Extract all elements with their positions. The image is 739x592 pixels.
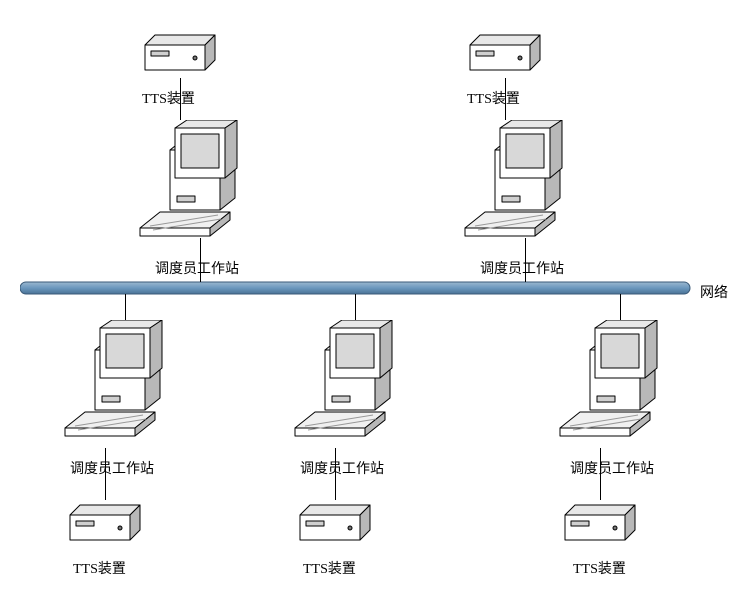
workstation-label: 调度员工作站	[300, 458, 384, 478]
workstation-bot-3	[555, 320, 685, 450]
network-bus	[20, 278, 700, 298]
workstation-label: 调度员工作站	[570, 458, 654, 478]
connector	[125, 294, 126, 320]
tts-device-bot-3	[555, 500, 645, 550]
tts-device-bot-1	[60, 500, 150, 550]
connector	[180, 78, 181, 120]
connector	[200, 238, 201, 282]
tts-device-top-2	[460, 30, 550, 80]
workstation-label: 调度员工作站	[480, 258, 564, 278]
network-label: 网络	[700, 282, 728, 302]
workstation-top-1	[135, 120, 265, 250]
tts-label: TTS装置	[573, 558, 626, 578]
connector	[620, 294, 621, 320]
workstation-bot-2	[290, 320, 420, 450]
tts-label: TTS装置	[303, 558, 356, 578]
connector	[105, 448, 106, 500]
connector	[600, 448, 601, 500]
workstation-label: 调度员工作站	[70, 458, 154, 478]
connector	[335, 448, 336, 500]
tts-label: TTS装置	[142, 88, 195, 108]
tts-label: TTS装置	[467, 88, 520, 108]
connector	[505, 78, 506, 120]
workstation-label: 调度员工作站	[155, 258, 239, 278]
connector	[525, 238, 526, 282]
tts-device-bot-2	[290, 500, 380, 550]
workstation-bot-1	[60, 320, 190, 450]
workstation-top-2	[460, 120, 590, 250]
tts-label: TTS装置	[73, 558, 126, 578]
connector	[355, 294, 356, 320]
tts-device-top-1	[135, 30, 225, 80]
